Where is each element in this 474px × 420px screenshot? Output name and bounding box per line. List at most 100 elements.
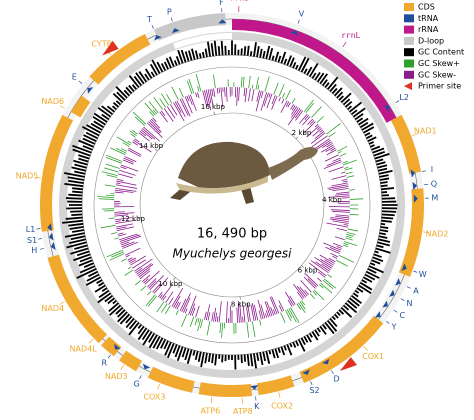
trna-marker	[114, 343, 121, 350]
gene-tick	[139, 375, 142, 380]
trna-marker	[413, 194, 418, 203]
legend-label: CDS	[418, 3, 435, 12]
neck	[268, 147, 318, 180]
gene-tick	[310, 381, 313, 386]
gene-label: NAD1	[414, 126, 437, 135]
scale-tick	[154, 148, 158, 152]
shell	[178, 141, 270, 189]
gene-label: COX1	[362, 352, 384, 361]
gene-label: W	[419, 270, 427, 279]
gene-tick	[34, 176, 41, 179]
gene-tick	[278, 392, 281, 399]
gene-label: Q	[431, 179, 437, 188]
trna-marker	[395, 278, 401, 286]
gene-label: ATP8	[233, 407, 253, 416]
gene-tick	[151, 24, 154, 29]
scale-label: 6 kbp	[298, 267, 318, 275]
gene-tick	[120, 364, 125, 371]
gene-arc	[147, 366, 195, 393]
gene-tick	[170, 17, 173, 22]
gene-label: ATP6	[201, 406, 221, 415]
gene-label: NAD6	[41, 97, 64, 106]
scale-label: 16 kbp	[201, 103, 226, 111]
gene-tick	[412, 133, 418, 137]
gene-tick	[39, 248, 45, 250]
trna-marker	[48, 232, 54, 241]
trna-marker	[142, 363, 151, 370]
gene-label: E	[72, 73, 77, 82]
gene-label: T	[146, 15, 152, 24]
gene-label: D	[333, 375, 339, 384]
primer-arrow	[102, 40, 119, 56]
scale-tick	[173, 277, 176, 281]
gene-arc	[89, 33, 151, 85]
gene-tick	[297, 19, 300, 24]
legend: CDS tRNA rRNA D-loop GC Content GC Skew+ GC Sk…	[404, 3, 464, 91]
gene-label: K	[254, 402, 260, 411]
gene-label: NAD5	[16, 172, 39, 181]
turtle-image	[170, 141, 318, 204]
gene-label: P	[167, 7, 172, 16]
gc-skew-positive	[97, 73, 364, 338]
trna-marker	[384, 105, 390, 113]
gene-label: R	[101, 358, 107, 367]
trna-marker	[250, 385, 259, 390]
trna-marker	[290, 30, 299, 36]
trna-marker	[50, 241, 56, 250]
legend-swatch	[404, 48, 414, 57]
plastron	[176, 176, 268, 194]
gene-label: COX3	[143, 392, 165, 401]
gene-label: I	[431, 165, 433, 174]
legend-swatch	[404, 36, 414, 45]
legend-label: tRNA	[418, 14, 439, 23]
gene-tick	[59, 301, 66, 305]
legend-label: rRNA	[418, 25, 439, 34]
gene-tick	[385, 320, 390, 324]
gene-tick	[422, 170, 427, 172]
inner-ring	[139, 112, 325, 298]
gene-tick	[210, 396, 213, 403]
trna-marker	[401, 263, 407, 272]
gc-skew-negative	[114, 87, 350, 323]
legend-label: Primer site	[418, 82, 461, 91]
gene-tick	[157, 383, 161, 390]
gene-tick	[78, 80, 83, 84]
gene-arc	[299, 315, 384, 384]
gene-tick	[59, 105, 66, 109]
gene-label: NAD4	[41, 304, 64, 313]
gene-tick	[406, 286, 411, 289]
gene-arc	[232, 19, 397, 123]
gene-label: A	[413, 286, 419, 295]
gene-arc	[70, 95, 91, 118]
gene-tick	[395, 100, 400, 104]
gene-label: NAD2	[426, 229, 449, 238]
gene-tick	[331, 370, 334, 375]
gene-label: F	[219, 0, 224, 7]
trna-marker	[302, 369, 310, 375]
gene-label: L1	[26, 225, 36, 234]
gc-content	[62, 40, 398, 370]
gene-label: NAD3	[105, 372, 128, 381]
scale-label: 14 kbp	[139, 142, 164, 150]
gene-tick	[423, 231, 430, 234]
legend-swatch	[404, 25, 414, 34]
scale-label: 12 kbp	[121, 215, 146, 223]
scale-tick	[213, 111, 215, 115]
scale-tick	[295, 136, 299, 140]
trna-marker	[412, 181, 417, 191]
gene-tick	[37, 238, 42, 240]
scale-tick	[301, 265, 304, 268]
gene-tick	[400, 298, 405, 301]
trna-marker	[154, 35, 162, 41]
gene-label: G	[134, 380, 140, 389]
legend-swatch	[404, 82, 412, 91]
legend-swatch	[404, 70, 414, 79]
gene-tick	[107, 354, 111, 359]
gene-label: CYTB	[91, 40, 112, 49]
gene-tick	[413, 270, 418, 273]
gc-baseline	[81, 54, 383, 356]
scale-label: 10 kbp	[158, 280, 183, 288]
inner-ring	[93, 66, 371, 344]
gene-label: V	[299, 10, 305, 19]
